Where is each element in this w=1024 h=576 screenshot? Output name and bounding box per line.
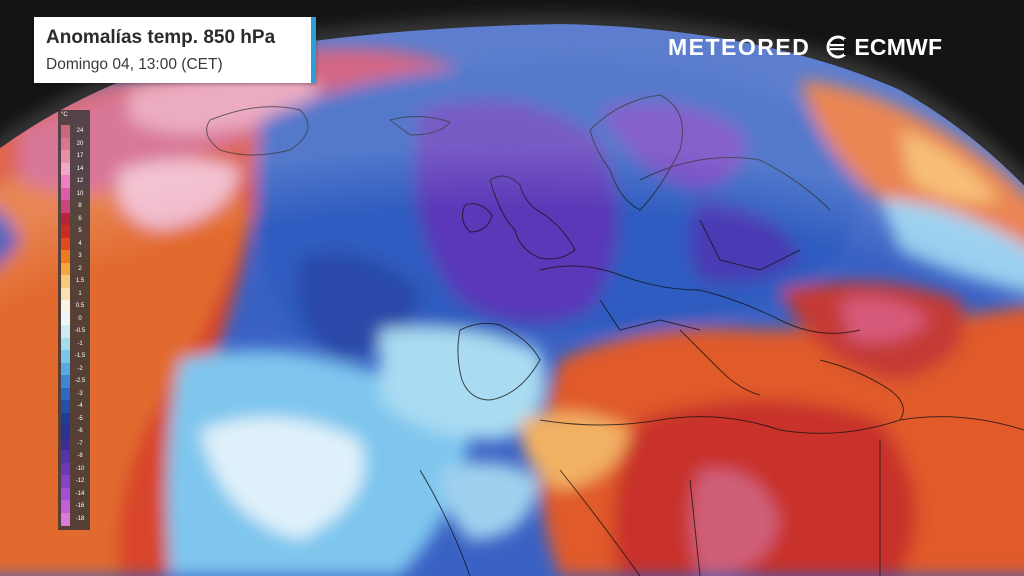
legend-color-bar: [61, 125, 70, 526]
legend-label: -12: [75, 478, 85, 485]
legend-label: 4: [78, 240, 82, 247]
legend-swatch: [61, 150, 70, 163]
map-title-box: Anomalías temp. 850 hPa Domingo 04, 13:0…: [34, 17, 316, 83]
legend-label: -18: [75, 515, 85, 522]
legend-swatch: [61, 250, 70, 263]
legend-label: 0: [78, 315, 82, 322]
legend-label: 1: [78, 290, 82, 297]
color-legend: °C 24 20 17 14 12 10 8 6 5 4 3 2 1.5 1 0.5 0 -0.5 -1 -1.5 -…: [58, 110, 90, 530]
legend-swatch: [61, 137, 70, 151]
legend-label: 5: [78, 228, 82, 235]
legend-label: -5: [77, 415, 83, 422]
legend-swatch: [61, 162, 70, 176]
map-timestamp: Domingo 04, 13:00 (CET): [46, 56, 223, 73]
legend-label: 1.5: [75, 278, 85, 285]
legend-swatch: [61, 200, 70, 213]
legend-swatch: [61, 300, 70, 313]
legend-label: -1.5: [74, 353, 86, 360]
legend-swatch: [61, 175, 70, 188]
legend-label: -1: [77, 340, 83, 347]
map-title: Anomalías temp. 850 hPa: [46, 27, 276, 48]
brand-logos: METEORED ECMWF: [668, 34, 942, 60]
legend-label: -2: [77, 365, 83, 372]
legend-swatch: [61, 125, 70, 138]
legend-label: -7: [77, 440, 83, 447]
legend-label: 8: [78, 203, 82, 210]
meteored-logo: METEORED: [668, 34, 811, 60]
legend-swatch: [61, 512, 70, 526]
legend-swatch: [61, 487, 70, 501]
legend-swatch: [61, 312, 70, 326]
legend-swatch: [61, 325, 70, 338]
legend-swatch: [61, 237, 70, 251]
legend-label: 6: [78, 215, 82, 222]
legend-label: 12: [76, 178, 84, 185]
legend-label: 17: [76, 153, 84, 160]
legend-swatch: [61, 362, 70, 376]
legend-unit: °C: [61, 112, 68, 118]
legend-label: 14: [76, 165, 84, 172]
legend-swatch: [61, 350, 70, 363]
legend-swatch: [61, 462, 70, 476]
legend-swatch: [61, 437, 70, 451]
legend-swatch: [61, 275, 70, 288]
legend-swatch: [61, 425, 70, 438]
legend-swatch: [61, 375, 70, 388]
legend-label: -2.5: [74, 378, 86, 385]
legend-swatch: [61, 262, 70, 276]
legend-swatch: [61, 450, 70, 463]
legend-label: -6: [77, 428, 83, 435]
legend-labels: 24 20 17 14 12 10 8 6 5 4 3 2 1.5 1 0.5 0 -0.5 -1 -1.5 -2 -2…: [71, 125, 89, 525]
legend-swatch: [61, 337, 70, 351]
legend-label: 20: [76, 140, 84, 147]
legend-label: -0.5: [74, 328, 86, 335]
legend-swatch: [61, 500, 70, 513]
legend-label: -16: [75, 503, 85, 510]
legend-label: -10: [75, 465, 85, 472]
legend-label: 10: [76, 190, 84, 197]
legend-label: 0.5: [75, 303, 85, 310]
legend-label: -3: [77, 390, 83, 397]
legend-label: 2: [78, 265, 82, 272]
ecmwf-logo: ECMWF: [826, 34, 942, 60]
ecmwf-mark-icon: [826, 35, 853, 59]
legend-swatch: [61, 212, 70, 226]
legend-label: -4: [77, 403, 83, 410]
legend-swatch: [61, 187, 70, 201]
legend-swatch: [61, 387, 70, 401]
legend-label: -8: [77, 453, 83, 460]
legend-label: 24: [76, 128, 84, 135]
legend-swatch: [61, 412, 70, 426]
ecmwf-wordmark: ECMWF: [854, 34, 943, 60]
legend-label: -14: [75, 490, 85, 497]
legend-swatch: [61, 475, 70, 488]
legend-swatch: [61, 400, 70, 413]
legend-swatch: [61, 287, 70, 301]
legend-label: 3: [78, 253, 82, 260]
legend-swatch: [61, 225, 70, 238]
